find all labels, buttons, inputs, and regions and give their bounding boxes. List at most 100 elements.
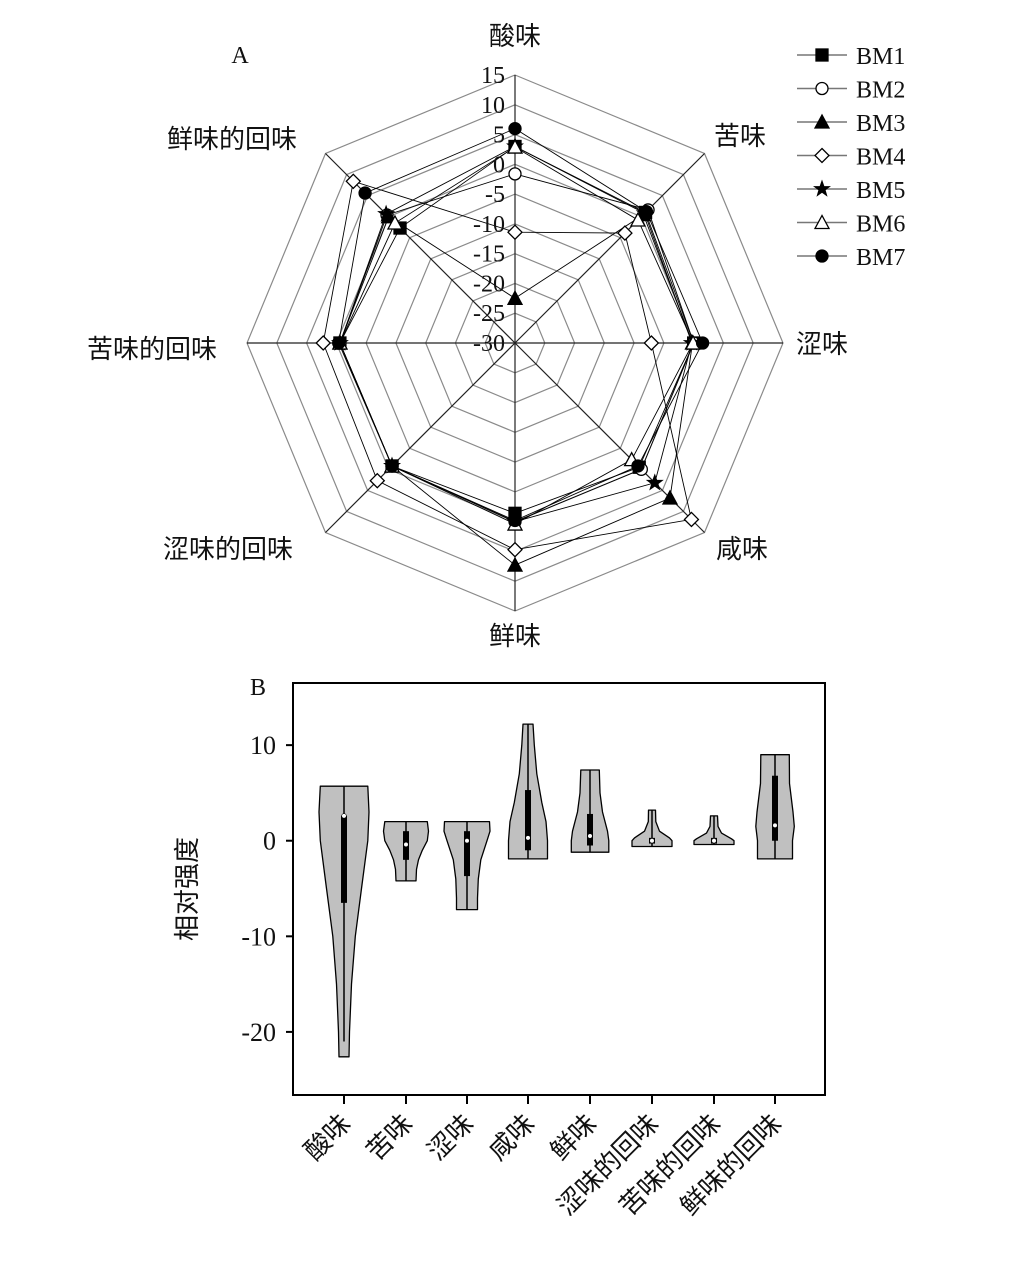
violin-median — [587, 833, 593, 839]
radial-tick-label: -30 — [473, 331, 505, 357]
legend-item-bm4: BM4 — [797, 145, 905, 171]
violin-7 — [693, 815, 735, 846]
axis-label: 鲜味的回味 — [167, 125, 297, 154]
y-tick-label: 10 — [250, 731, 276, 760]
x-tick-label: 苦味 — [361, 1109, 418, 1166]
data-point — [332, 336, 346, 350]
y-tick-label: 0 — [263, 827, 276, 856]
axis-label: 鲜味 — [489, 622, 541, 651]
panel-label-b: B — [250, 675, 266, 701]
legend-item-bm6: BM6 — [797, 212, 905, 238]
radial-tick-label: -25 — [473, 301, 505, 327]
radial-tick-label: -10 — [473, 212, 505, 238]
data-point — [507, 224, 523, 241]
data-point — [683, 511, 700, 528]
y-tick-label: -10 — [241, 922, 276, 951]
legend-label: BM3 — [856, 111, 905, 137]
violin-median — [711, 838, 717, 844]
legend-item-bm2: BM2 — [797, 78, 905, 104]
data-point — [506, 556, 524, 572]
violin-iqr-box — [464, 831, 470, 877]
legend-marker — [813, 113, 831, 129]
legend-label: BM6 — [856, 212, 905, 238]
legend-label: BM1 — [856, 44, 905, 70]
violin-plot-area — [318, 723, 795, 1058]
legend-label: BM4 — [856, 145, 905, 171]
violin-median — [649, 838, 655, 844]
radial-tick-label: 15 — [481, 63, 505, 89]
radial-tick-label: -15 — [473, 242, 505, 268]
data-point — [645, 473, 664, 491]
radial-tick-label: 0 — [493, 152, 505, 178]
data-point — [629, 211, 647, 227]
radar-spoke — [325, 342, 516, 533]
axis-label: 苦味 — [714, 122, 766, 151]
data-point — [695, 336, 710, 350]
data-point — [508, 167, 522, 181]
series-line-bm1 — [339, 145, 695, 514]
violin-median — [772, 822, 778, 829]
legend-marker — [813, 179, 831, 197]
axis-label: 涩味 — [796, 330, 848, 359]
violin-5 — [570, 769, 610, 853]
radial-tick-label: 10 — [481, 93, 505, 119]
x-tick-label: 涩味 — [422, 1109, 479, 1166]
panel-label-a: A — [231, 43, 249, 69]
violin-iqr-box — [341, 815, 347, 903]
legend-label: BM2 — [856, 78, 905, 104]
data-point — [508, 121, 522, 136]
violin-1 — [318, 785, 370, 1058]
series-markers-bm4 — [315, 173, 700, 558]
axis-label: 苦味的回味 — [87, 335, 217, 364]
axis-label: 涩味的回味 — [163, 535, 293, 564]
violin-median — [403, 841, 409, 848]
legend-item-bm7: BM7 — [797, 245, 905, 271]
data-point — [506, 138, 524, 154]
data-point — [616, 225, 633, 242]
y-tick-label: -20 — [241, 1018, 276, 1047]
legend-label: BM7 — [856, 245, 905, 271]
legend-marker — [814, 147, 830, 164]
violin-median — [341, 813, 347, 819]
radial-tick-label: -5 — [485, 182, 505, 208]
legend-item-bm1: BM1 — [797, 44, 905, 70]
data-point — [631, 459, 645, 473]
data-point — [506, 289, 524, 305]
legend-label: BM5 — [856, 178, 905, 204]
violin-3 — [443, 820, 491, 911]
violin-iqr-box — [525, 790, 531, 851]
plot-frame — [292, 682, 826, 1096]
series-markers-bm7 — [332, 121, 710, 528]
violin-iqr-box — [772, 775, 778, 841]
legend-marker — [813, 214, 831, 230]
legend: BM1 BM2 BM3 BM4 BM5 BM6 BM7 — [797, 44, 905, 271]
violin-2 — [382, 820, 430, 882]
x-tick-label: 鲜味 — [545, 1109, 602, 1166]
data-point — [508, 513, 522, 528]
data-point — [369, 472, 386, 489]
data-point — [345, 173, 362, 190]
legend-marker — [815, 249, 829, 263]
data-point — [643, 335, 660, 351]
radial-tick-label: 5 — [493, 123, 505, 149]
data-point — [661, 489, 679, 505]
violin-8 — [755, 754, 795, 860]
radial-tick-label: -20 — [473, 271, 505, 297]
violin-median — [464, 838, 470, 844]
legend-marker — [815, 48, 829, 62]
radar-tick-labels: 15 10 5 0 -5 -10 -15 -20 -25 -30 — [473, 63, 505, 357]
radar-series-lines — [315, 121, 710, 572]
y-axis-label: 相对强度 — [173, 837, 202, 941]
violin-iqr-box — [587, 813, 593, 846]
axis-label: 咸味 — [716, 535, 768, 564]
violin-6 — [631, 809, 673, 848]
data-point — [639, 204, 654, 219]
x-tick-label: 咸味 — [483, 1109, 540, 1166]
violin-median — [525, 835, 531, 841]
data-point — [385, 459, 399, 473]
axis-label: 酸味 — [489, 22, 541, 51]
